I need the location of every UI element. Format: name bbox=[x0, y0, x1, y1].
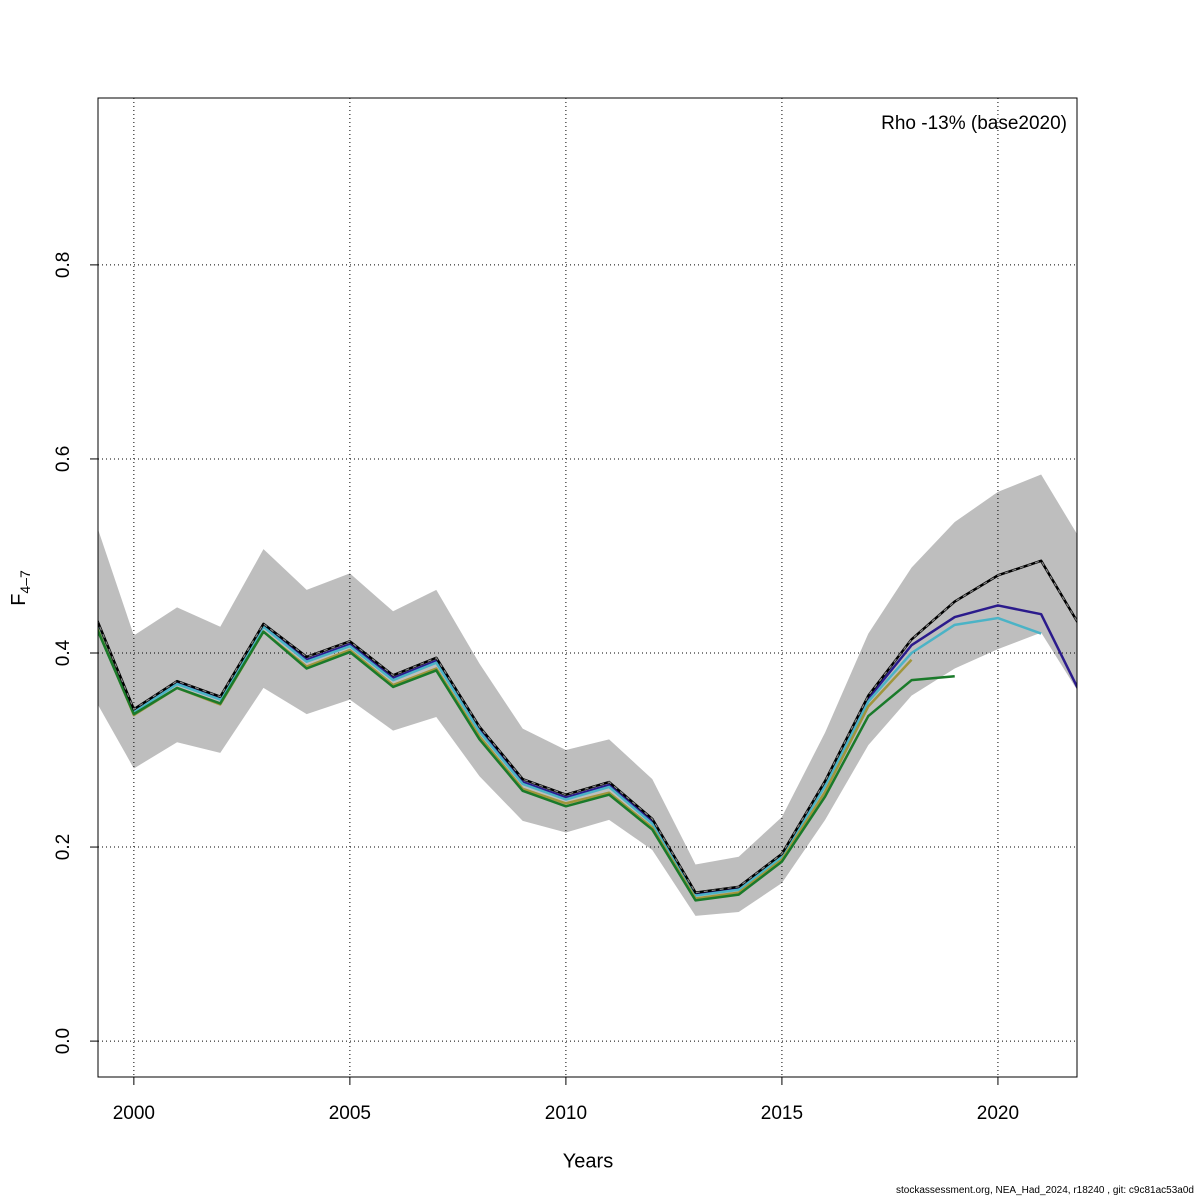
y-tick-label: 0.6 bbox=[53, 446, 74, 472]
y-axis-label-main: F bbox=[8, 594, 30, 606]
confidence-band bbox=[98, 474, 1077, 916]
footer: stockassessment.org, NEA_Had_2024, r1824… bbox=[896, 1185, 1194, 1196]
y-tick-label: 0.0 bbox=[53, 1028, 74, 1054]
series-line bbox=[98, 616, 1042, 897]
x-axis-label: Years bbox=[563, 1150, 613, 1172]
plot-area bbox=[98, 98, 1077, 1077]
plot-frame bbox=[97, 97, 1078, 1078]
x-tick-label: 2000 bbox=[113, 1103, 155, 1124]
y-tick-label: 0.8 bbox=[53, 252, 74, 278]
annotation: Rho -13% (base2020) bbox=[881, 113, 1067, 134]
x-tick-label: 2020 bbox=[977, 1103, 1019, 1124]
y-tick-label: 0.2 bbox=[53, 834, 74, 860]
series-line-dash bbox=[98, 560, 1077, 894]
x-tick-label: 2010 bbox=[545, 1103, 587, 1124]
y-axis-label: F4–7 bbox=[8, 570, 32, 606]
x-tick-label: 2005 bbox=[329, 1103, 371, 1124]
y-tick-label: 0.4 bbox=[53, 639, 74, 666]
series-line bbox=[98, 628, 955, 902]
x-tick-label: 2015 bbox=[761, 1103, 803, 1124]
y-axis-label-sub: 4–7 bbox=[17, 570, 33, 594]
